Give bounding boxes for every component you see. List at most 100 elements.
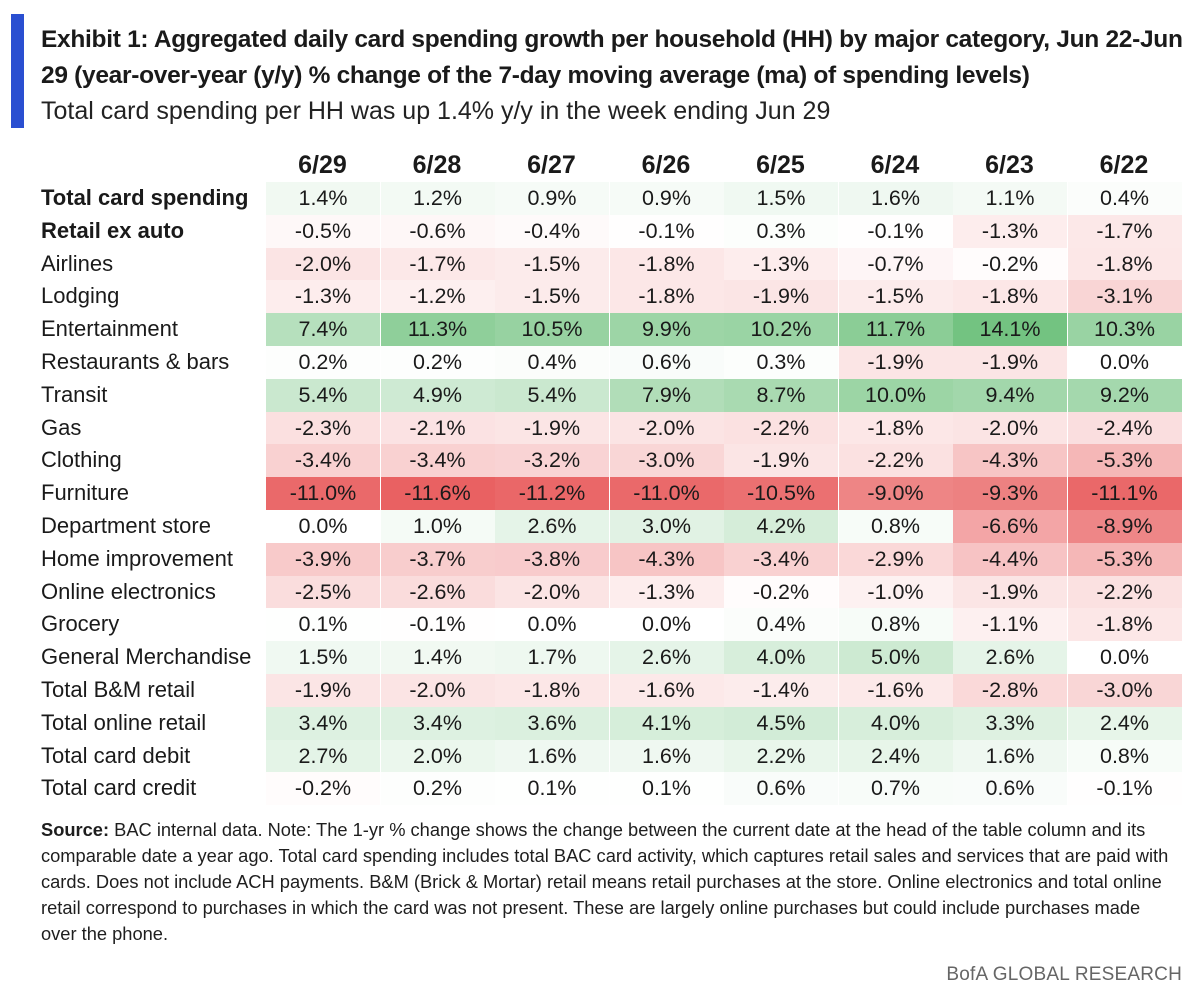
row-label: Entertainment [41, 316, 178, 342]
heatmap-cell: 1.4% [380, 641, 495, 674]
footnote-source-label: Source: [41, 819, 110, 840]
heatmap-cell: 0.0% [1067, 641, 1182, 674]
heatmap-cell: 0.1% [266, 608, 380, 642]
heatmap-cell: 1.7% [495, 641, 609, 674]
heatmap-cell: -11.2% [495, 477, 609, 510]
heatmap-cell: 2.6% [609, 641, 724, 674]
heatmap-cell: -1.5% [495, 247, 609, 281]
heatmap-cell: -1.3% [953, 214, 1067, 248]
column-header: 6/25 [756, 151, 805, 179]
heatmap-cell: 0.7% [838, 772, 953, 806]
heatmap-cell: -2.9% [838, 542, 953, 576]
heatmap-cell: -1.4% [724, 673, 838, 707]
heatmap-cell: -1.8% [609, 280, 724, 314]
heatmap-cell: -1.3% [266, 280, 380, 314]
heatmap-cell: 0.4% [1067, 182, 1182, 215]
heatmap-cell: -2.0% [495, 575, 609, 609]
heatmap-cell: -0.1% [1067, 772, 1182, 806]
heatmap-cell: 0.8% [838, 509, 953, 543]
heatmap-cell: -3.4% [380, 444, 495, 478]
heatmap-cell: -1.9% [953, 345, 1067, 379]
heatmap-cell: -3.4% [266, 444, 380, 478]
heatmap-cell: -1.8% [838, 411, 953, 445]
heatmap-cell: -3.0% [609, 444, 724, 478]
heatmap-cell: 0.3% [724, 345, 838, 379]
heatmap-cell: -1.9% [953, 575, 1067, 609]
heatmap-cell: 2.0% [380, 739, 495, 773]
heatmap-cell: -4.4% [953, 542, 1067, 576]
heatmap-cell: -1.6% [609, 673, 724, 707]
heatmap-cell: -2.3% [266, 411, 380, 445]
heatmap-cell: 1.6% [838, 182, 953, 215]
row-label: Lodging [41, 283, 120, 309]
heatmap-cell: -9.3% [953, 477, 1067, 510]
column-header: 6/23 [985, 151, 1034, 179]
heatmap-cell: 11.7% [838, 313, 953, 346]
heatmap-cell: 0.1% [495, 772, 609, 806]
heatmap-cell: 1.1% [953, 182, 1067, 215]
heatmap-cell: -6.6% [953, 509, 1067, 543]
heatmap-cell: 7.4% [266, 313, 380, 346]
heatmap-cell: 3.6% [495, 706, 609, 740]
heatmap-cell: -2.6% [380, 575, 495, 609]
heatmap-cell: 10.3% [1067, 313, 1182, 346]
heatmap-cell: 0.6% [724, 772, 838, 806]
heatmap-cell: 2.4% [838, 739, 953, 773]
column-header: 6/22 [1099, 151, 1149, 179]
heatmap-cell: -3.8% [495, 542, 609, 576]
heatmap-cell: -1.3% [724, 247, 838, 281]
heatmap-cell: -0.5% [266, 214, 380, 248]
heatmap-cell: 0.8% [1067, 739, 1182, 773]
column-header: 6/27 [527, 151, 576, 179]
heatmap-cell: 1.6% [609, 739, 724, 773]
heatmap-cell: -2.8% [953, 673, 1067, 707]
row-label: Clothing [41, 447, 122, 473]
heatmap-cell: -0.1% [609, 214, 724, 248]
heatmap-cell: 1.4% [266, 182, 380, 215]
heatmap-cell: 0.1% [609, 772, 724, 806]
heatmap-cell: 1.2% [380, 182, 495, 215]
heatmap-cell: 1.6% [953, 739, 1067, 773]
heatmap-cell: -2.0% [266, 247, 380, 281]
heatmap-cell: -3.7% [380, 542, 495, 576]
heatmap-cell: -11.0% [266, 477, 380, 510]
heatmap-cell: -0.2% [953, 247, 1067, 281]
heatmap-cell: 10.0% [838, 378, 953, 412]
heatmap-cell: -1.9% [724, 444, 838, 478]
heatmap-cell: -5.3% [1067, 444, 1182, 478]
heatmap-cell: -0.7% [838, 247, 953, 281]
heatmap-cell: -1.9% [266, 673, 380, 707]
heatmap-cell: 3.0% [609, 509, 724, 543]
heatmap-cell: 0.2% [380, 772, 495, 806]
heatmap-cell: 9.2% [1067, 378, 1182, 412]
heatmap-cell: -10.5% [724, 477, 838, 510]
heatmap-cell: -1.8% [953, 280, 1067, 314]
row-label: General Merchandise [41, 644, 252, 670]
heatmap-cell: 0.9% [495, 182, 609, 215]
row-label: Gas [41, 414, 82, 440]
heatmap-cell: -11.6% [380, 477, 495, 510]
heatmap-cell: -1.1% [953, 608, 1067, 642]
row-label: Total online retail [41, 709, 207, 735]
heatmap-cell: 1.6% [495, 739, 609, 773]
heatmap-cell: -1.9% [724, 280, 838, 314]
heatmap-cell: 10.5% [495, 313, 609, 346]
heatmap-cell: 0.4% [495, 345, 609, 379]
footnote: Source: BAC internal data. Note: The 1-y… [41, 817, 1171, 947]
heatmap-cell: 2.2% [724, 739, 838, 773]
column-header: 6/24 [870, 151, 920, 179]
heatmap-cell: -0.1% [838, 214, 953, 248]
row-label: Department store [41, 512, 211, 538]
heatmap-cell: -2.0% [380, 673, 495, 707]
heatmap-cell: 4.1% [609, 706, 724, 740]
heatmap-cell: 1.5% [724, 182, 838, 215]
heatmap-cell: 0.8% [838, 608, 953, 642]
heatmap-cell: 4.0% [724, 641, 838, 674]
page-subtitle: Total card spending per HH was up 1.4% y… [41, 97, 831, 125]
heatmap-cell: -4.3% [609, 542, 724, 576]
heatmap-cell: -0.4% [495, 214, 609, 248]
heatmap-cell: -11.1% [1067, 477, 1182, 510]
heatmap-cell: 2.7% [266, 739, 380, 773]
column-header: 6/29 [298, 151, 347, 179]
row-label: Total card spending [41, 185, 249, 210]
